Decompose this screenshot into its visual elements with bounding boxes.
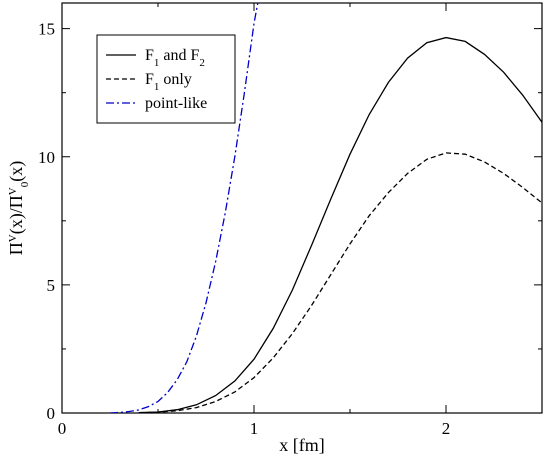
series-line-3 [109, 3, 259, 413]
x-axis-title: x [fm] [279, 435, 324, 455]
series-line-1 [138, 36, 542, 413]
y-tick-label: 0 [47, 404, 56, 423]
x-tick-label: 0 [58, 419, 67, 438]
x-tick-label: 1 [250, 419, 259, 438]
y-tick-label: 15 [38, 20, 55, 39]
y-tick-label: 10 [38, 148, 55, 167]
legend-box [96, 34, 236, 124]
legend-label-2: F1 only [145, 71, 192, 93]
ticks: 0 1 2 0 5 10 15 [38, 3, 542, 438]
x-tick-label: 2 [442, 419, 451, 438]
y-tick-label: 5 [47, 276, 56, 295]
series-line-2 [138, 152, 542, 413]
y-axis-title: ΠV(x)/ΠV0(x) [6, 161, 31, 255]
legend-label-1: F1 and F2 [145, 47, 205, 69]
series-layer [109, 3, 542, 413]
legend-label-3: point-like [145, 95, 207, 112]
